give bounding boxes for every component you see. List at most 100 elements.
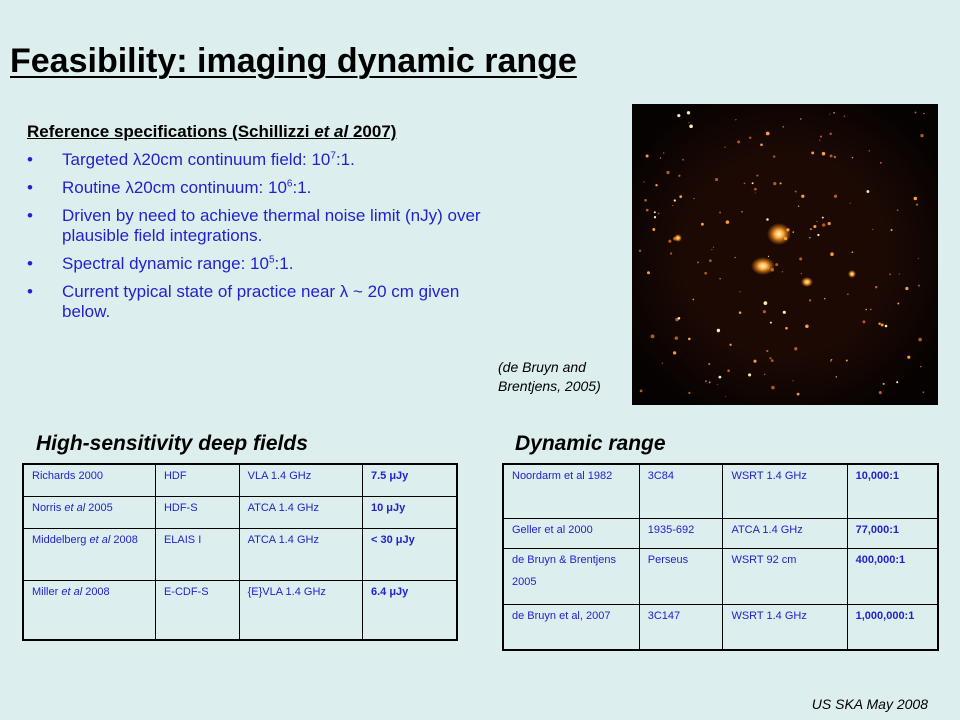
field-cell: ELAIS I	[154, 527, 240, 581]
bright-source	[751, 257, 775, 275]
faint-source	[896, 381, 899, 384]
instrument-cell: WSRT 92 cm	[722, 547, 848, 605]
instrument-cell: ATCA 1.4 GHz	[722, 517, 848, 549]
faint-source	[652, 228, 656, 231]
faint-source	[829, 113, 831, 115]
faint-source	[729, 343, 732, 346]
bullet-item: • Current typical state of practice near …	[27, 282, 497, 322]
faint-source	[763, 301, 768, 305]
faint-source	[754, 187, 757, 191]
bullet-text: Spectral dynamic range: 10	[62, 254, 269, 273]
faint-source	[809, 237, 811, 239]
faint-source	[835, 376, 838, 378]
ref-text: Middelberg	[32, 533, 90, 546]
faint-source	[782, 125, 785, 128]
faint-source	[847, 293, 849, 296]
faint-source	[882, 382, 885, 385]
reference-cell: de Bruyn et al, 2007	[502, 603, 640, 651]
faint-source	[865, 308, 867, 311]
faint-source	[799, 257, 803, 261]
faint-source	[638, 249, 642, 252]
faint-source	[655, 184, 658, 187]
bullet-text: Targeted λ20cm continuum field: 10	[62, 150, 331, 169]
faint-source	[668, 239, 672, 243]
faint-source	[682, 158, 684, 161]
bullet-item: • Spectral dynamic range: 105:1.	[27, 254, 497, 274]
ref-text-end: 2005	[85, 501, 113, 514]
instrument-cell: WSRT 1.4 GHz	[722, 463, 848, 519]
faint-source	[833, 112, 835, 114]
faint-source	[817, 233, 820, 237]
faint-source	[808, 299, 812, 302]
faint-source	[898, 273, 900, 275]
faint-source	[771, 385, 775, 390]
faint-source	[679, 195, 683, 198]
faint-source	[918, 337, 922, 342]
bullet-item: • Targeted λ20cm continuum field: 107:1.	[27, 150, 497, 170]
faint-source	[913, 196, 918, 201]
source-cell: 1935-692	[638, 517, 724, 549]
faint-source	[800, 272, 803, 275]
ref-text: Norris	[32, 501, 65, 514]
field-cell: HDF-S	[154, 495, 240, 529]
faint-source	[884, 324, 888, 328]
faint-source	[830, 358, 833, 361]
faint-source	[792, 380, 794, 382]
faint-source	[719, 211, 722, 214]
faint-source	[659, 157, 662, 159]
faint-source	[805, 324, 809, 329]
faint-source	[897, 302, 900, 305]
faint-source	[879, 161, 882, 164]
bright-source	[848, 270, 856, 278]
ref-text-end: 2008	[110, 533, 138, 546]
faint-source	[688, 337, 691, 341]
faint-source	[769, 357, 772, 360]
faint-source	[866, 190, 870, 193]
faint-source	[890, 228, 893, 232]
faint-source	[718, 375, 722, 379]
faint-source	[797, 205, 800, 207]
reference-heading-suffix: 2007)	[348, 122, 397, 141]
reference-cell: Geller et al 2000	[502, 517, 640, 549]
faint-source	[661, 362, 664, 364]
faint-source	[754, 192, 756, 194]
sensitivity-cell: 6.4 μJy	[361, 579, 458, 641]
dynamic-range-cell: 77,000:1	[846, 517, 939, 549]
faint-source	[868, 150, 871, 152]
faint-source	[794, 190, 797, 193]
ref-text: Richards 2000	[32, 470, 103, 482]
dynamic-range-cell: 400,000:1	[846, 547, 939, 605]
faint-source	[644, 198, 647, 202]
bullet-item: • Driven by need to achieve thermal noise…	[27, 206, 497, 246]
faint-source	[712, 246, 715, 248]
faint-source	[851, 157, 854, 159]
faint-source	[821, 216, 824, 219]
instrument-cell: VLA 1.4 GHz	[238, 463, 363, 497]
faint-source	[743, 182, 746, 185]
faint-source	[645, 154, 649, 158]
faint-source	[915, 203, 919, 206]
faint-source	[704, 380, 707, 383]
faint-source	[716, 328, 721, 333]
faint-source	[845, 359, 848, 362]
faint-source	[734, 256, 736, 259]
faint-source	[920, 133, 924, 138]
faint-source	[724, 396, 726, 398]
instrument-cell: WSRT 1.4 GHz	[722, 603, 848, 651]
faint-source	[715, 177, 719, 182]
footer-text: US SKA May 2008	[811, 696, 928, 712]
reference-cell: Noordarm et al 1982	[502, 463, 640, 519]
faint-source	[833, 194, 838, 198]
sensitivity-cell: < 30 μJy	[361, 527, 458, 581]
faint-source	[739, 291, 741, 293]
faint-source	[686, 111, 691, 115]
faint-source	[870, 308, 872, 311]
faint-source	[700, 222, 704, 226]
sensitivity-cell: 7.5 μJy	[361, 463, 458, 497]
faint-source	[829, 154, 833, 158]
sky-background	[632, 104, 938, 405]
faint-source	[693, 198, 695, 200]
faint-source	[819, 139, 821, 141]
faint-source	[905, 286, 909, 291]
bright-source	[674, 234, 682, 242]
